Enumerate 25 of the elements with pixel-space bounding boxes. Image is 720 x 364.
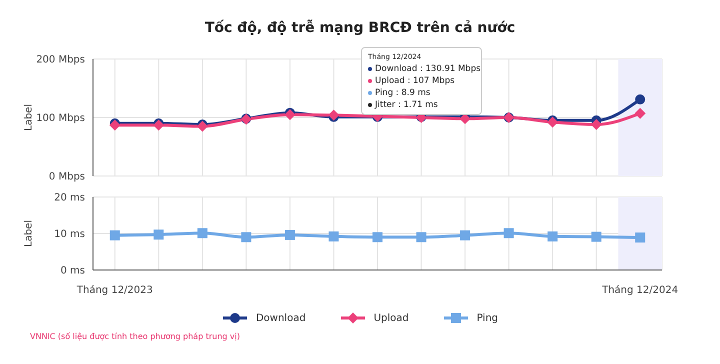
legend-label: Download	[256, 312, 306, 324]
y-axis-title: Label	[24, 104, 35, 131]
y-tick-label: 20 ms	[54, 192, 85, 204]
text: VNNIC (số liệu được tính theo phương pháp trung vị)	[30, 332, 240, 341]
y-tick-label: 100 Mbps	[36, 113, 85, 124]
point	[634, 108, 646, 119]
annotation: Upload : 107 Mbps	[374, 75, 456, 87]
y-tick-label: 200 Mbps	[36, 54, 85, 66]
y-tick-label: 0 Mbps	[48, 172, 85, 183]
annotation: Ping : 8.9 ms	[374, 87, 432, 99]
legend-label: Ping	[476, 312, 498, 324]
annotation: Download : 130.91 Mbps	[374, 63, 481, 75]
chart-title: Tốc độ, độ trễ mạng BRCĐ trên cả nước	[204, 20, 516, 36]
point	[153, 120, 164, 131]
y-tick-label: 0 ms	[60, 266, 85, 277]
y-axis-title: Label	[24, 220, 35, 247]
x-tick-label: Tháng 12/2023	[76, 285, 153, 296]
point	[590, 119, 602, 130]
point	[547, 116, 558, 128]
legend-label: Upload	[374, 312, 409, 324]
annotation: Jitter : 1.71 ms	[374, 99, 439, 111]
point	[284, 109, 296, 120]
point	[109, 120, 120, 131]
y-tick-label: 10 ms	[54, 229, 85, 240]
point	[635, 94, 646, 104]
